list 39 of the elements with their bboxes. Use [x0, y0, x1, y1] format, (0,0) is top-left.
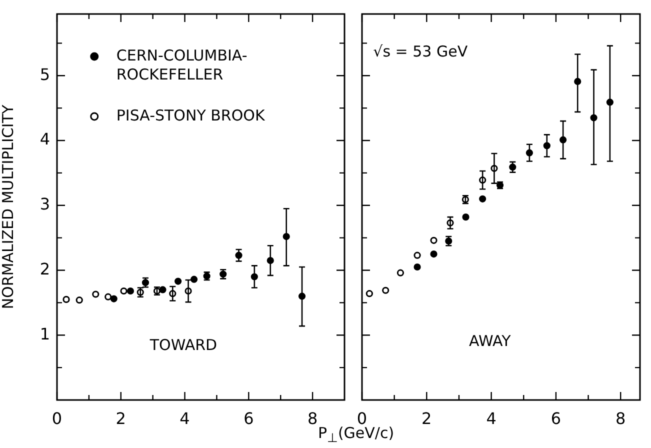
point — [462, 214, 470, 221]
point — [414, 263, 421, 271]
point — [479, 195, 486, 202]
x-tick-label: 0 — [52, 408, 62, 428]
point — [414, 252, 421, 259]
point — [396, 269, 404, 276]
point — [126, 287, 134, 295]
annotation: AWAY — [469, 332, 512, 350]
point — [110, 295, 118, 302]
point — [366, 290, 373, 298]
x-tick-label: 6 — [244, 408, 254, 428]
x-tick-label: 8 — [616, 408, 626, 428]
x-tick-label: 2 — [422, 408, 432, 428]
point — [76, 296, 83, 304]
y-axis-title: NORMALIZED MULTIPLICITY — [0, 104, 17, 310]
x-tick-label: 4 — [180, 408, 190, 428]
point — [430, 236, 438, 244]
annotation: √s = 53 GeV — [373, 42, 468, 60]
y-tick-label: 5 — [40, 64, 50, 84]
legend-label: PISA-STONY BROOK — [116, 106, 266, 124]
annotation: TOWARD — [148, 336, 218, 354]
point — [382, 286, 390, 294]
point — [62, 296, 70, 303]
point — [430, 250, 438, 258]
y-tick-label: 4 — [40, 130, 50, 149]
point — [92, 290, 100, 298]
x-tick-label: 8 — [307, 408, 318, 428]
y-tick-label: 2 — [40, 259, 50, 278]
legend-label: CERN-COLUMBIA-ROCKEFELLER — [116, 46, 248, 84]
point — [104, 293, 112, 300]
y-tick-label: 1 — [40, 324, 50, 344]
x-tick-label: 2 — [116, 408, 126, 428]
point — [159, 286, 166, 294]
x-tick-label: 6 — [550, 408, 562, 428]
point — [174, 278, 182, 285]
point — [190, 276, 198, 283]
y-tick-label: 3 — [40, 194, 50, 214]
x-tick-label: 4 — [486, 408, 496, 428]
point — [120, 287, 128, 295]
